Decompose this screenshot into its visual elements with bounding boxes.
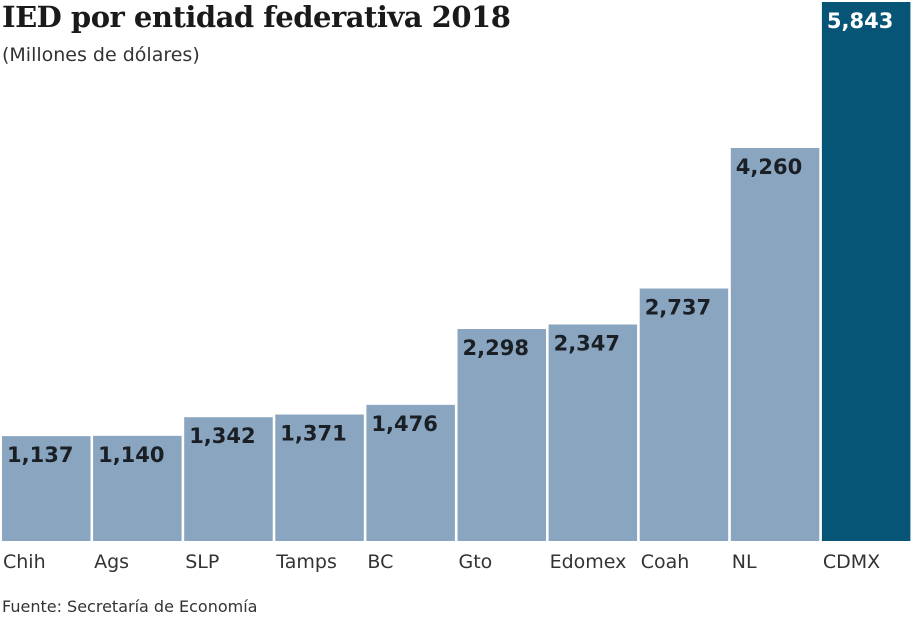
value-label-coah: 2,737 bbox=[645, 296, 711, 320]
chart-title: IED por entidad federativa 2018 bbox=[2, 0, 511, 34]
bar-cdmx bbox=[821, 2, 911, 541]
source-note: Fuente: Secretaría de Economía bbox=[2, 597, 258, 616]
bars-group bbox=[2, 2, 911, 541]
value-label-ags: 1,140 bbox=[98, 443, 164, 467]
value-label-gto: 2,298 bbox=[463, 336, 529, 360]
category-label-ags: Ags bbox=[94, 551, 129, 573]
bar-edomex bbox=[548, 324, 638, 541]
bar-gto bbox=[457, 329, 546, 541]
value-labels-group: 1,137 1,140 1,342 1,371 1,476 2,298 2,347 2,737… bbox=[7, 9, 893, 467]
category-label-bc: BC bbox=[367, 551, 393, 573]
bar-ags bbox=[93, 435, 182, 541]
category-label-edomex: Edomex bbox=[550, 551, 627, 573]
value-label-nl: 4,260 bbox=[736, 155, 802, 179]
value-label-cdmx: 5,843 bbox=[827, 9, 893, 33]
bar-nl bbox=[730, 148, 820, 541]
category-label-nl: NL bbox=[732, 551, 757, 573]
bar-bc bbox=[366, 404, 455, 541]
category-labels-group: Chih Ags SLP Tamps BC Gto Edomex Coah NL CDMX bbox=[3, 551, 880, 573]
bar-chart: 1,137 1,140 1,342 1,371 1,476 2,298 2,347 2,737… bbox=[2, 2, 911, 573]
value-label-edomex: 2,347 bbox=[554, 331, 620, 355]
value-label-tamps: 1,371 bbox=[280, 422, 346, 446]
value-label-slp: 1,342 bbox=[189, 424, 255, 448]
bar-tamps bbox=[275, 414, 364, 541]
bar-chih bbox=[2, 436, 91, 541]
value-label-chih: 1,137 bbox=[7, 443, 73, 467]
chart-subtitle: (Millones de dólares) bbox=[2, 44, 200, 66]
bar-slp bbox=[184, 417, 273, 541]
category-label-tamps: Tamps bbox=[275, 551, 337, 573]
category-label-gto: Gto bbox=[459, 551, 493, 573]
category-label-chih: Chih bbox=[3, 551, 46, 573]
value-label-bc: 1,476 bbox=[371, 412, 437, 436]
bar-coah bbox=[639, 288, 729, 541]
category-label-cdmx: CDMX bbox=[823, 551, 880, 573]
category-label-coah: Coah bbox=[641, 551, 690, 573]
category-label-slp: SLP bbox=[185, 551, 219, 573]
